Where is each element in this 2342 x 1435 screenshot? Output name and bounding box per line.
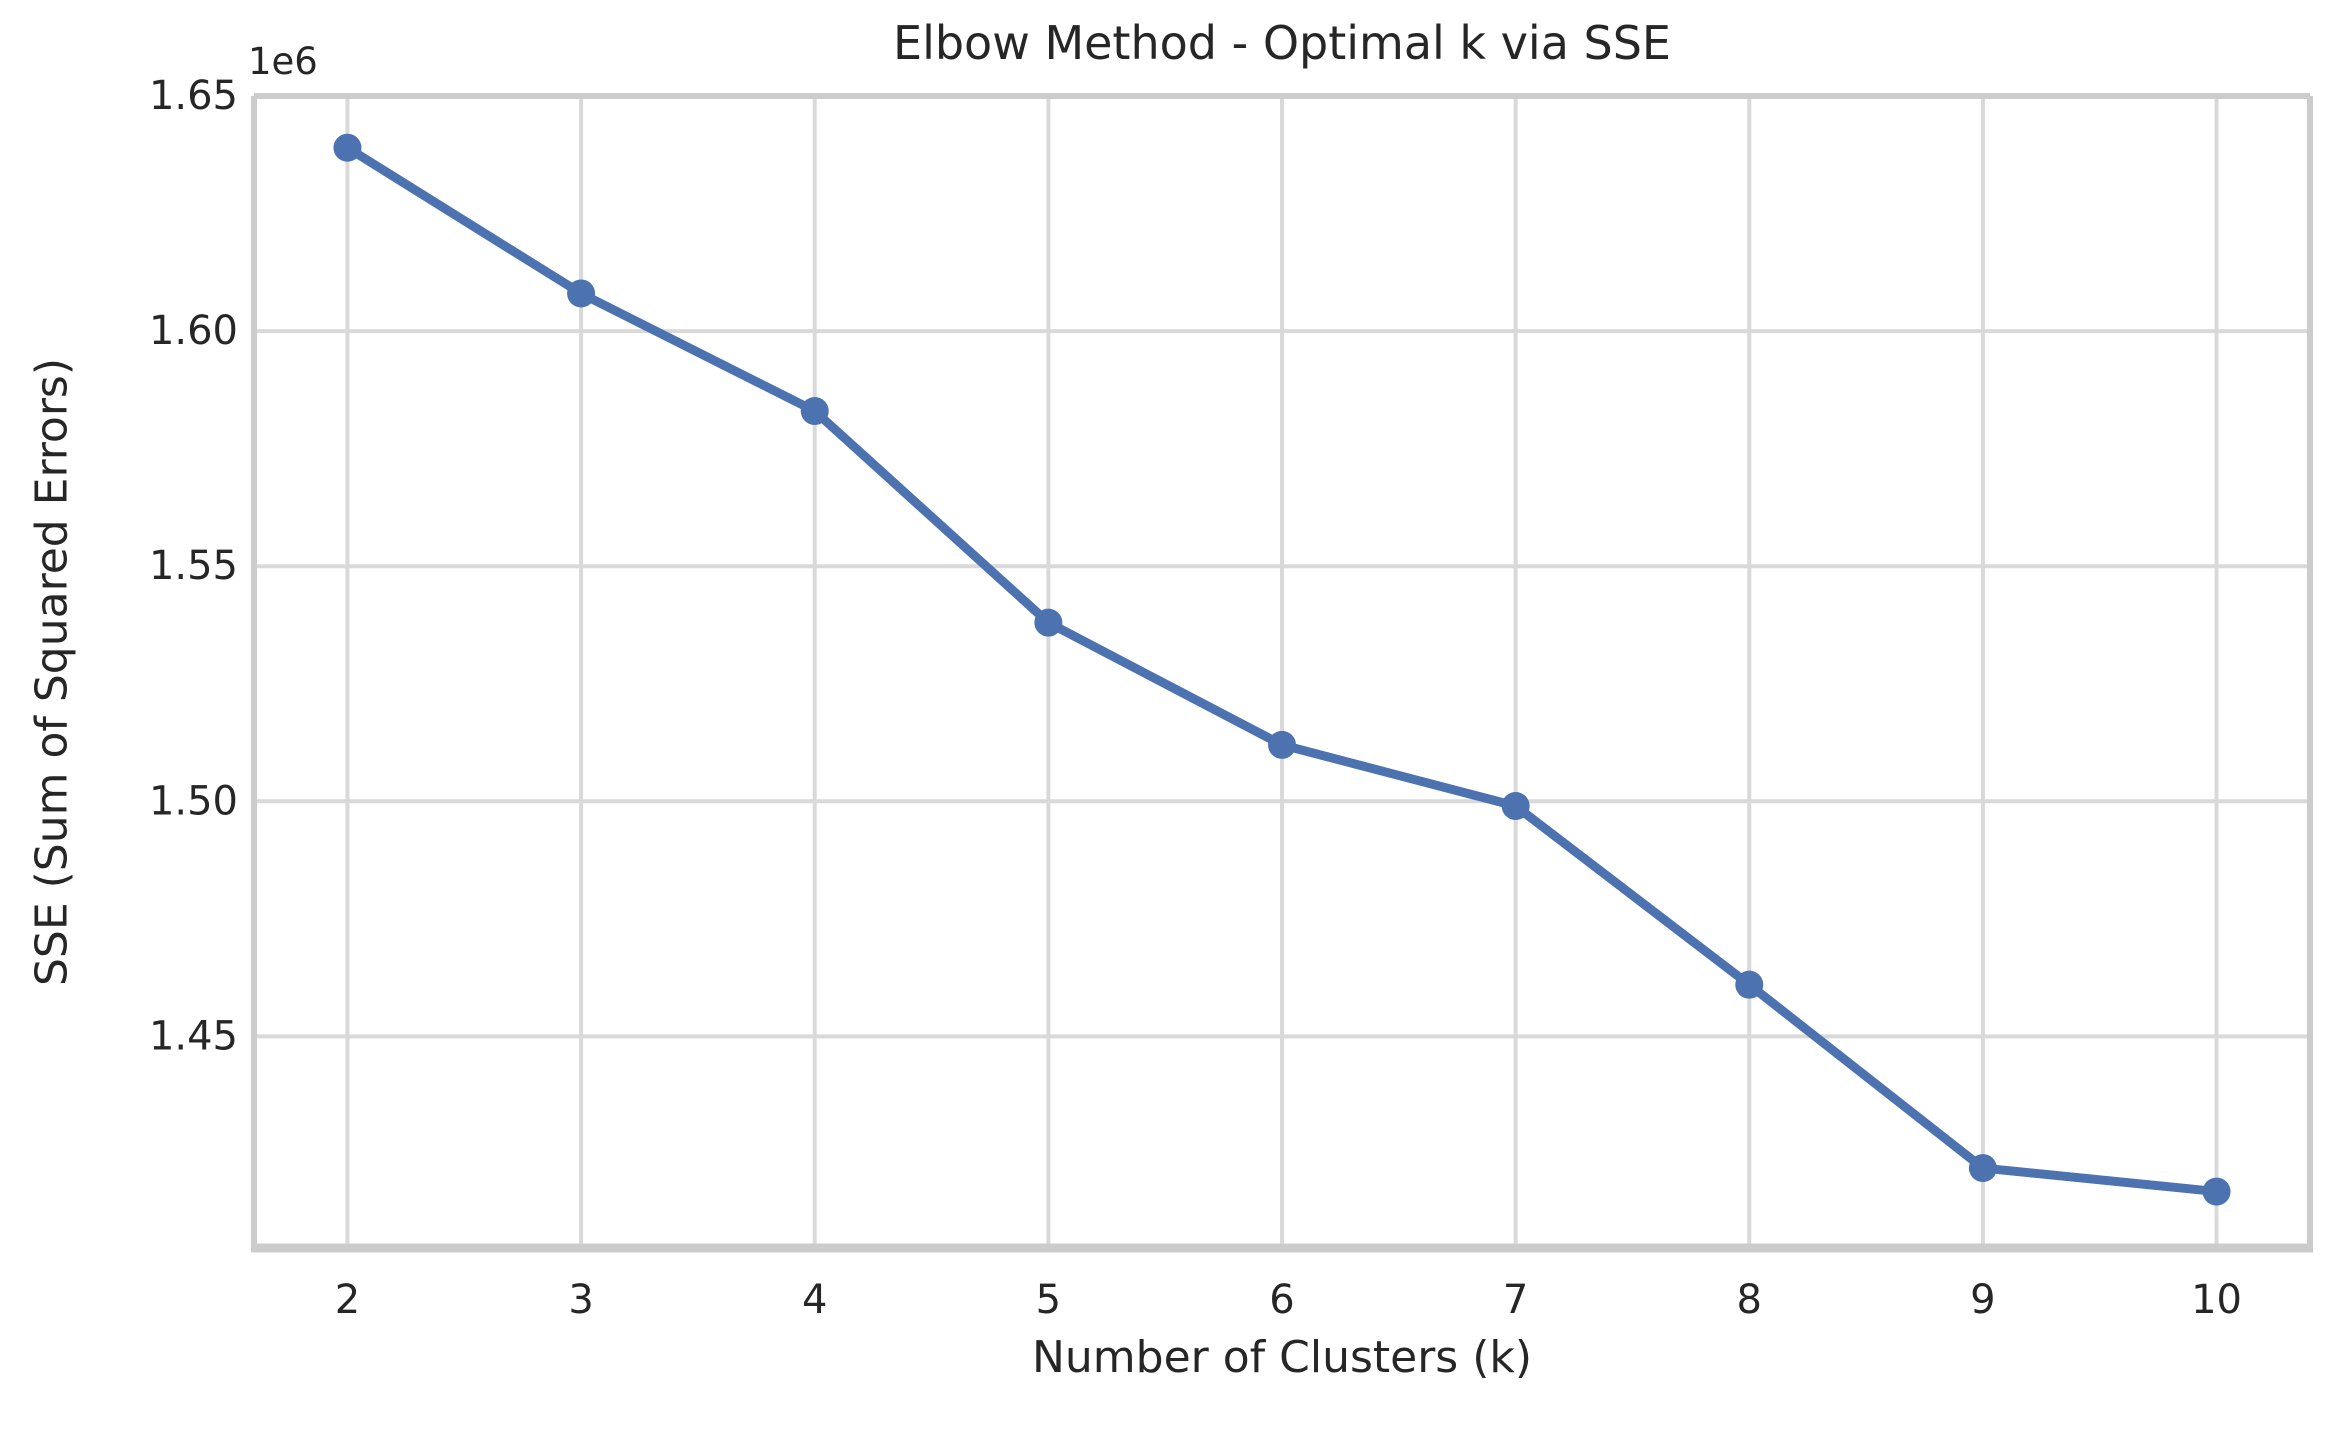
x-tick-label-10: 10 xyxy=(2191,1277,2242,1323)
data-point-k-5 xyxy=(1034,608,1063,637)
y-axis-offset-text: 1e6 xyxy=(248,40,318,83)
y-tick-label-1.45: 1.45 xyxy=(149,1013,238,1059)
y-tick-label-1.65: 1.65 xyxy=(149,73,238,119)
data-point-k-9 xyxy=(1968,1154,1997,1183)
x-tick-label-8: 8 xyxy=(1737,1277,1762,1323)
x-tick-label-3: 3 xyxy=(568,1277,593,1323)
data-point-k-2 xyxy=(333,133,362,162)
x-tick-label-5: 5 xyxy=(1036,1277,1061,1323)
y-axis-label: SSE (Sum of Squared Errors) xyxy=(26,357,78,987)
data-point-k-10 xyxy=(2202,1177,2231,1206)
x-tick-label-9: 9 xyxy=(1970,1277,1995,1323)
y-tick-label-1.50: 1.50 xyxy=(149,778,238,824)
data-point-k-8 xyxy=(1735,970,1764,999)
x-axis-label: Number of Clusters (k) xyxy=(1031,1332,1533,1383)
data-point-k-4 xyxy=(800,397,829,426)
x-tick-label-4: 4 xyxy=(802,1277,827,1323)
data-point-k-3 xyxy=(567,279,596,308)
x-tick-label-6: 6 xyxy=(1269,1277,1294,1323)
chart-title: Elbow Method - Optimal k via SSE xyxy=(893,16,1671,70)
x-tick-label-7: 7 xyxy=(1503,1277,1528,1323)
y-tick-label-1.55: 1.55 xyxy=(149,543,238,589)
x-tick-label-2: 2 xyxy=(335,1277,360,1323)
data-point-k-7 xyxy=(1501,792,1530,821)
y-tick-label-1.60: 1.60 xyxy=(149,308,238,354)
data-point-k-6 xyxy=(1268,730,1296,759)
